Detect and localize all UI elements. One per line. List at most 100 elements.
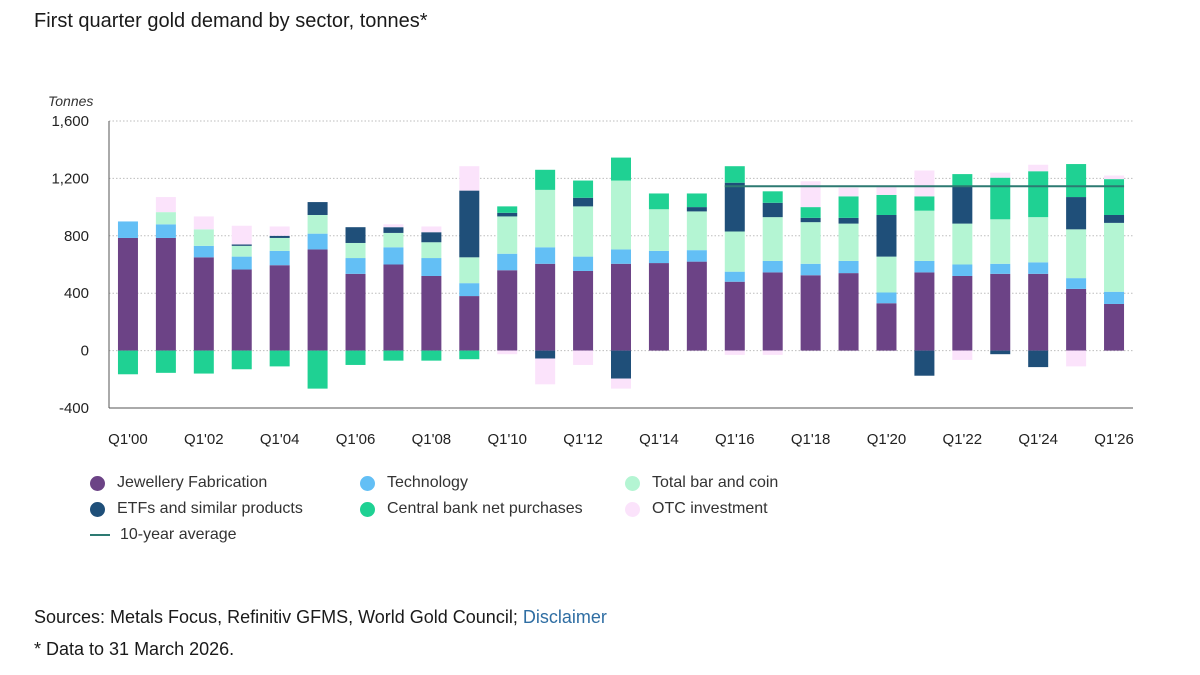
- sources-line: Sources: Metals Focus, Refinitiv GFMS, W…: [34, 607, 607, 628]
- footnote: * Data to 31 March 2026.: [34, 639, 235, 659]
- bar-otc-Q1'10: [497, 350, 518, 355]
- bar-technology-Q1'11: [535, 247, 556, 264]
- legend-label-jewellery: Jewellery Fabrication: [117, 474, 268, 491]
- bar-jewellery-Q1'11: [535, 263, 556, 351]
- bar-central-Q1'10: [497, 206, 518, 213]
- bar-jewellery-Q1'01: [155, 237, 176, 351]
- legend-swatch-central: [360, 501, 375, 517]
- bar-technology-Q1'02: [193, 245, 214, 258]
- bar-technology-Q1'03: [231, 256, 252, 270]
- bar-technology-Q1'01: [155, 224, 176, 238]
- x-tick-label: Q1'16: [715, 431, 755, 448]
- bar-central-Q1'26: [1104, 179, 1125, 215]
- bar-etf-Q1'12: [573, 197, 594, 207]
- x-tick-label: Q1'12: [563, 431, 603, 448]
- bar-technology-Q1'22: [952, 264, 973, 276]
- bar-etf-Q1'24: [1028, 350, 1049, 368]
- x-tick-label: Q1'22: [943, 431, 983, 448]
- x-tick-label: Q1'06: [336, 431, 376, 448]
- bar-technology-Q1'13: [611, 249, 631, 264]
- bar-otc-Q1'02: [193, 216, 214, 230]
- bar-otc-Q1'25: [1066, 350, 1087, 367]
- bar-jewellery-Q1'23: [990, 273, 1011, 351]
- bar-central-Q1'11: [535, 169, 556, 190]
- y-tick-label: 1,200: [51, 170, 89, 187]
- bar-jewellery-Q1'14: [648, 263, 669, 351]
- bar-technology-Q1'15: [686, 250, 707, 262]
- bar-central-Q1'19: [838, 196, 859, 218]
- bar-jewellery-Q1'09: [459, 296, 480, 351]
- legend-label-otc: OTC investment: [652, 500, 768, 517]
- bar-etf-Q1'18: [800, 217, 821, 223]
- bar-central-Q1'02: [193, 350, 214, 374]
- bar-central-Q1'21: [914, 196, 935, 211]
- y-tick-label: -400: [59, 400, 89, 417]
- bar-barcoin-Q1'11: [535, 189, 556, 248]
- bar-etf-Q1'25: [1066, 197, 1087, 230]
- bar-technology-Q1'24: [1028, 262, 1049, 274]
- bar-barcoin-Q1'21: [914, 210, 935, 261]
- bar-otc-Q1'04: [269, 226, 290, 236]
- bar-jewellery-Q1'18: [800, 275, 821, 351]
- bar-technology-Q1'10: [497, 253, 518, 271]
- bar-central-Q1'20: [876, 194, 897, 215]
- legend-swatch-barcoin: [625, 475, 640, 491]
- y-tick-label: 400: [64, 285, 89, 302]
- bar-otc-Q1'20: [876, 186, 897, 195]
- bar-technology-Q1'16: [724, 271, 745, 282]
- bar-etf-Q1'13: [611, 350, 631, 379]
- legend-swatch-etf: [90, 501, 105, 517]
- bar-technology-Q1'19: [838, 260, 859, 274]
- bar-barcoin-Q1'20: [876, 256, 897, 293]
- bar-jewellery-Q1'20: [876, 303, 897, 351]
- bar-barcoin-Q1'12: [573, 206, 594, 257]
- bar-jewellery-Q1'00: [117, 237, 138, 351]
- bar-barcoin-Q1'25: [1066, 229, 1087, 279]
- bar-otc-Q1'23: [990, 172, 1011, 178]
- legend-item-central: Central bank net purchases: [360, 500, 583, 518]
- bar-barcoin-Q1'23: [990, 219, 1011, 264]
- bar-central-Q1'00: [117, 350, 138, 375]
- bar-etf-Q1'10: [497, 212, 518, 217]
- bar-central-Q1'16: [724, 166, 745, 183]
- bar-central-Q1'23: [990, 177, 1011, 220]
- bar-etf-Q1'21: [914, 350, 935, 376]
- bar-central-Q1'04: [269, 350, 290, 367]
- bar-jewellery-Q1'07: [383, 264, 404, 351]
- y-axis-label: Tonnes: [48, 93, 93, 109]
- stacked-bar-chart: Tonnes -400 0 400 800 1,200 1,600 Q1'00 Q1'02 Q1'…: [48, 93, 1134, 448]
- bar-etf-Q1'19: [838, 217, 859, 224]
- bar-central-Q1'24: [1028, 171, 1049, 218]
- x-tick-label: Q1'24: [1018, 431, 1058, 448]
- bar-barcoin-Q1'26: [1104, 222, 1125, 292]
- bar-jewellery-Q1'05: [307, 249, 328, 351]
- bar-technology-Q1'23: [990, 263, 1011, 274]
- disclaimer-link[interactable]: Disclaimer: [522, 607, 607, 627]
- y-tick-label: 800: [64, 228, 89, 245]
- bar-otc-Q1'01: [155, 197, 176, 213]
- y-tick-label: 0: [81, 343, 89, 360]
- bar-technology-Q1'05: [307, 233, 328, 250]
- x-tick-label: Q1'10: [487, 431, 527, 448]
- bar-jewellery-Q1'03: [231, 269, 252, 351]
- sources-text: Sources: Metals Focus, Refinitiv GFMS, W…: [34, 607, 523, 627]
- bar-barcoin-Q1'10: [497, 216, 518, 254]
- legend-item-technology: Technology: [360, 474, 468, 492]
- x-tick-label: Q1'04: [260, 431, 300, 448]
- legend-swatch-otc: [625, 501, 640, 517]
- bar-otc-Q1'24: [1028, 164, 1049, 172]
- bar-central-Q1'07: [383, 350, 404, 361]
- legend-label-etf: ETFs and similar products: [117, 500, 303, 517]
- bar-etf-Q1'23: [990, 350, 1011, 355]
- bar-jewellery-Q1'21: [914, 272, 935, 351]
- bar-etf-Q1'04: [269, 235, 290, 238]
- bar-technology-Q1'00: [117, 221, 138, 238]
- bar-central-Q1'06: [345, 350, 366, 365]
- bar-technology-Q1'06: [345, 258, 366, 274]
- bar-barcoin-Q1'15: [686, 211, 707, 251]
- bar-otc-Q1'17: [762, 350, 783, 355]
- bar-central-Q1'03: [231, 350, 252, 370]
- bar-central-Q1'01: [155, 350, 176, 373]
- bar-barcoin-Q1'04: [269, 237, 290, 251]
- legend-swatch-jewellery: [90, 475, 105, 491]
